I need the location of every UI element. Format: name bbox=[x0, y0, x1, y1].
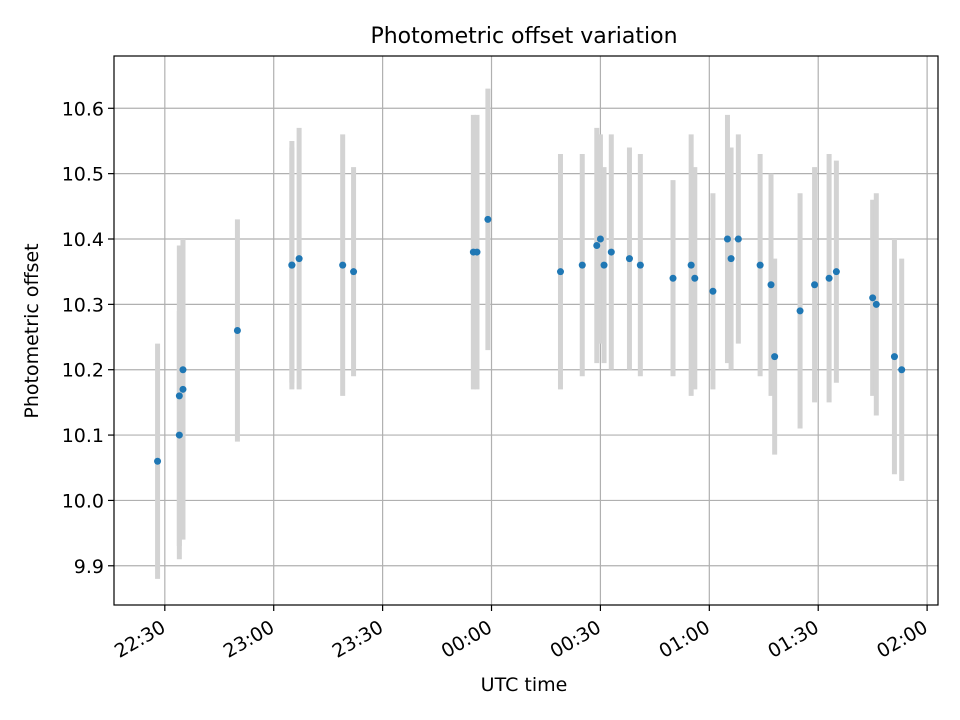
x-axis-label: UTC time bbox=[481, 674, 568, 696]
data-point bbox=[796, 307, 804, 315]
data-point bbox=[593, 242, 601, 250]
data-point bbox=[600, 261, 608, 269]
y-tick-label: 10.2 bbox=[62, 360, 104, 382]
data-point bbox=[723, 235, 731, 243]
data-point bbox=[687, 261, 695, 269]
data-point bbox=[890, 353, 898, 361]
data-point bbox=[872, 300, 880, 308]
data-point bbox=[709, 287, 717, 295]
y-tick-label: 10.6 bbox=[62, 98, 104, 120]
data-point bbox=[625, 255, 633, 263]
data-point bbox=[556, 268, 564, 276]
data-point bbox=[350, 268, 358, 276]
data-point bbox=[175, 392, 183, 400]
chart-title: Photometric offset variation bbox=[370, 24, 677, 49]
data-point bbox=[869, 294, 877, 302]
data-point bbox=[734, 235, 742, 243]
data-point bbox=[832, 268, 840, 276]
gridlines bbox=[114, 56, 938, 605]
data-point bbox=[233, 327, 241, 334]
y-tick-label: 10.1 bbox=[62, 425, 104, 447]
data-point bbox=[179, 366, 187, 374]
data-point bbox=[771, 353, 779, 361]
data-points bbox=[154, 215, 906, 465]
data-point bbox=[339, 261, 347, 269]
y-tick-label: 9.9 bbox=[74, 556, 104, 578]
data-point bbox=[636, 261, 644, 269]
y-tick-label: 10.3 bbox=[62, 294, 104, 316]
data-point bbox=[825, 274, 833, 282]
data-point bbox=[154, 457, 162, 465]
data-point bbox=[175, 431, 183, 439]
data-point bbox=[607, 248, 615, 256]
y-axis-label: Photometric offset bbox=[21, 243, 43, 418]
data-point bbox=[898, 366, 906, 374]
plot-frame bbox=[113, 55, 939, 606]
data-point bbox=[669, 274, 677, 282]
data-point bbox=[691, 274, 699, 282]
data-point bbox=[811, 281, 819, 289]
data-point bbox=[596, 235, 604, 243]
data-point bbox=[295, 255, 303, 263]
data-point bbox=[473, 248, 481, 256]
data-point bbox=[484, 215, 492, 223]
data-point bbox=[288, 261, 296, 269]
data-point bbox=[727, 255, 735, 263]
data-point bbox=[767, 281, 775, 289]
y-tick-label: 10.4 bbox=[62, 229, 104, 251]
y-tick-label: 10.0 bbox=[62, 490, 104, 512]
data-point bbox=[578, 261, 586, 269]
y-axis-ticks: 9.9 10.0 10.1 10.2 10.3 10.4 10.5 10.6 bbox=[62, 98, 114, 578]
y-tick-label: 10.5 bbox=[62, 164, 104, 186]
data-point bbox=[756, 261, 764, 269]
data-point bbox=[179, 385, 187, 393]
